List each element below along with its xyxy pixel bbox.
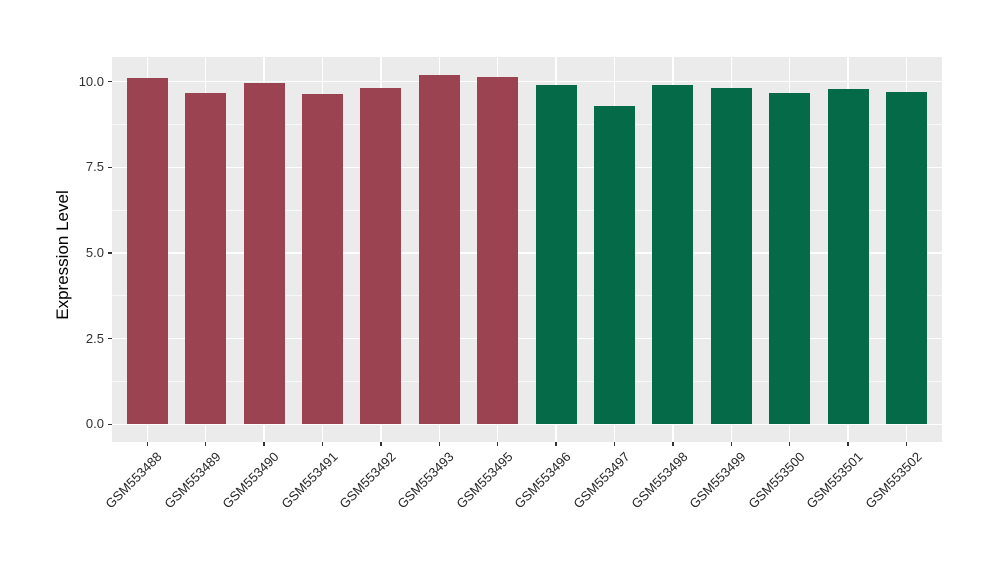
x-tick-label-text: GSM553490 (219, 449, 282, 512)
x-tick-label-text: GSM553499 (686, 449, 749, 512)
y-gridline-major (112, 423, 942, 426)
x-tick (672, 442, 674, 446)
x-tick (788, 442, 791, 446)
x-tick-label-text: GSM553492 (336, 449, 399, 512)
x-tick-label-text: GSM553501 (803, 449, 866, 512)
x-tick-label-text: GSM553502 (861, 449, 925, 512)
x-tick (730, 442, 733, 446)
x-tick (496, 442, 499, 446)
bar (710, 88, 752, 425)
y-tick-label-text: 7.5 (85, 159, 104, 175)
x-tick (204, 442, 207, 446)
x-tick (263, 442, 265, 446)
y-tick-label-text: 10.0 (78, 73, 104, 89)
bar (243, 82, 285, 425)
y-tick (107, 252, 112, 254)
x-tick-label-text: GSM553491 (277, 449, 341, 512)
bar (477, 76, 519, 425)
bar (886, 91, 927, 425)
x-tick-label-text: GSM553488 (102, 449, 165, 512)
y-gridline-major (112, 80, 942, 83)
y-tick (107, 166, 112, 169)
y-gridline-major (112, 252, 942, 254)
x-tick (905, 442, 908, 446)
y-tick (107, 423, 112, 426)
y-gridline-minor (112, 295, 942, 297)
bar (652, 85, 694, 425)
x-tick (146, 442, 149, 446)
bar (126, 78, 168, 425)
x-tick-label-text: GSM553498 (628, 449, 691, 512)
plot-panel (112, 57, 942, 442)
bar (769, 92, 811, 425)
y-tick (107, 337, 112, 340)
y-gridline-minor (112, 124, 942, 126)
y-tick-label-text: 5.0 (85, 245, 104, 260)
x-tick (438, 442, 441, 446)
x-tick-label-text: GSM553489 (161, 449, 224, 512)
y-gridline-major (112, 166, 942, 169)
x-tick (847, 442, 849, 446)
x-tick (380, 442, 382, 446)
bar (535, 84, 577, 425)
y-tick (107, 80, 112, 83)
x-tick-label-text: GSM553497 (569, 449, 633, 512)
x-tick (613, 442, 616, 446)
y-gridline-minor (112, 209, 942, 211)
y-axis-title-text: Expression Level (53, 189, 72, 320)
y-gridline-major (112, 337, 942, 340)
y-gridline-minor (112, 380, 942, 382)
bar (302, 94, 343, 425)
x-tick-label-text: GSM553496 (511, 449, 574, 512)
bar (418, 74, 460, 425)
y-tick-label-text: 0.0 (85, 416, 104, 432)
x-tick-label-text: GSM553500 (745, 449, 808, 512)
x-tick (321, 442, 324, 446)
bar (360, 88, 402, 425)
bar (185, 92, 227, 425)
x-tick-label-text: GSM553493 (394, 449, 457, 512)
y-tick-label-text: 2.5 (85, 330, 104, 346)
bar (594, 106, 635, 425)
bar (827, 88, 869, 425)
x-tick (555, 442, 557, 446)
x-tick-label-text: GSM553495 (453, 449, 516, 512)
